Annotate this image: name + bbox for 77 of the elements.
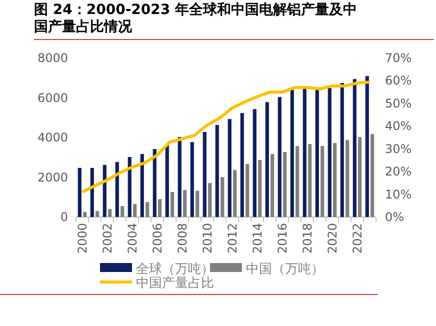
bar: [152, 149, 156, 217]
y-tick-label: 2000: [37, 170, 68, 184]
bar: [246, 164, 250, 217]
x-tick-label: 2014: [250, 223, 264, 254]
bar: [108, 209, 112, 217]
y2-tick-label: 40%: [385, 119, 412, 134]
y2-tick-label: 10%: [385, 187, 412, 202]
bar: [140, 154, 144, 217]
bar: [78, 168, 82, 217]
bar: [252, 109, 256, 217]
y2-tick-label: 0%: [385, 210, 404, 224]
bar: [120, 206, 124, 217]
bar: [196, 190, 200, 217]
x-tick-label: 2018: [300, 223, 314, 254]
x-tick-label: 2010: [200, 223, 214, 254]
bar: [102, 164, 106, 217]
x-tick-label: 2006: [150, 223, 164, 254]
y2-tick-label: 30%: [385, 142, 412, 156]
bar: [202, 132, 206, 217]
bar: [178, 137, 182, 217]
legend-label: 中国（万吨）: [246, 262, 324, 277]
bar: [340, 83, 344, 217]
bar: [96, 211, 100, 217]
bar: [270, 154, 274, 217]
bar: [183, 190, 187, 217]
bar: [146, 202, 150, 217]
bar: [90, 168, 94, 217]
y-tick-label: 6000: [37, 90, 68, 105]
bar: [190, 142, 194, 217]
legend-label: 全球（万吨）: [136, 262, 214, 277]
bar: [165, 145, 169, 217]
x-tick-label: 2020: [325, 223, 340, 254]
bar: [128, 156, 132, 217]
x-tick-label: 2002: [100, 223, 114, 254]
y-tick-label: 0: [60, 210, 68, 224]
x-tick-label: 2000: [75, 223, 90, 254]
y2-tick-label: 60%: [385, 74, 412, 88]
bar: [258, 160, 262, 217]
bar: [158, 199, 162, 217]
bar: [320, 146, 324, 217]
legend-label: 中国产量占比: [136, 276, 214, 291]
bar: [233, 170, 237, 217]
bar: [278, 96, 282, 217]
bar: [296, 146, 300, 217]
bar: [315, 90, 319, 217]
bar: [283, 152, 287, 217]
bar: [333, 143, 337, 217]
y2-tick-label: 50%: [385, 96, 412, 110]
bar: [352, 79, 356, 217]
bar: [215, 124, 219, 217]
bar: [365, 76, 369, 217]
bar: [370, 134, 374, 217]
bar: [240, 113, 244, 217]
bar: [358, 137, 362, 217]
bar: [170, 192, 174, 217]
bar: [228, 119, 232, 217]
bar: [346, 140, 350, 217]
y2-tick-label: 70%: [385, 51, 412, 65]
bar: [83, 212, 87, 217]
bar: [265, 102, 269, 217]
bar: [133, 204, 137, 217]
title: 图 24：2000-2023 年全球和中国电解铝产量及中国产量占比情况: [34, 2, 358, 36]
x-tick-label: 2004: [125, 223, 140, 254]
bar: [220, 177, 224, 217]
bar: [115, 162, 119, 217]
bar: [208, 183, 212, 217]
bar: [302, 89, 306, 217]
x-tick-label: 2008: [175, 223, 190, 254]
x-tick-label: 2016: [275, 223, 290, 254]
bar: [328, 88, 332, 217]
y2-tick-label: 20%: [385, 164, 412, 179]
x-tick-label: 2022: [350, 223, 364, 254]
y-tick-label: 4000: [37, 130, 68, 144]
y-tick-label: 8000: [37, 51, 68, 65]
x-tick-label: 2012: [225, 223, 240, 254]
bar: [290, 90, 294, 217]
bar: [308, 144, 312, 217]
